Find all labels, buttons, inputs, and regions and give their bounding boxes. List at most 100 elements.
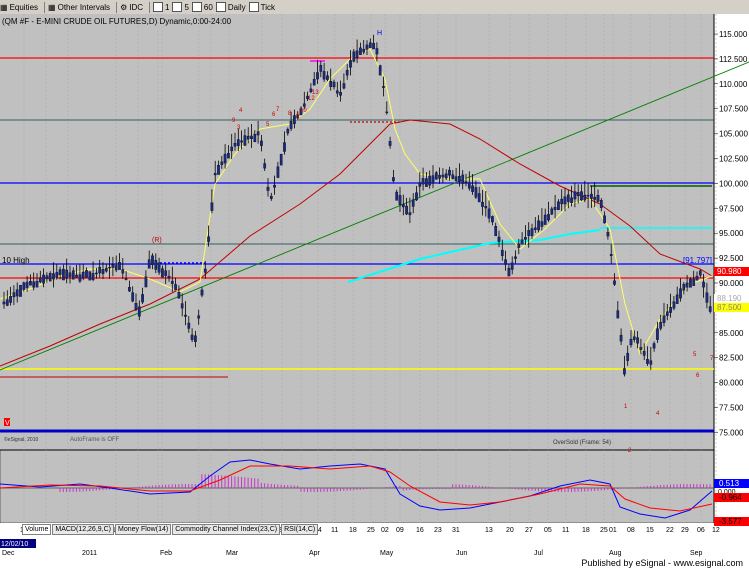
date-tick-label: Apr (309, 550, 321, 557)
date-tick-label: 29 (681, 527, 689, 534)
price-panel-bg (0, 14, 714, 450)
price-tick-label: 102.500 (719, 155, 748, 164)
r-marker: (R) (152, 237, 162, 244)
checkbox-icon (191, 2, 202, 12)
checkbox-icon (172, 2, 183, 12)
date-tick-label: 01 (609, 527, 617, 534)
sequence-label: 4 (239, 108, 243, 114)
macd-value-3: -3.577 (719, 517, 742, 526)
sequence-label: 5 (693, 352, 697, 358)
macd-line (0, 459, 713, 519)
tab-rsi[interactable]: RSI(14,C) (281, 524, 319, 535)
sequence-label: 10 (300, 108, 307, 114)
price-tick-label: 112.500 (719, 55, 748, 64)
tab-volume[interactable]: Volume (22, 524, 52, 535)
sequence-label: 7 (710, 356, 714, 362)
ten-high-label: 10 High (2, 256, 30, 265)
box-icon: ▦ (0, 2, 8, 12)
sequence-label: 9 (232, 118, 236, 124)
sequence-label: 9 (296, 114, 300, 120)
date-tick-label: 23 (434, 527, 442, 534)
date-tick-label: 20 (506, 527, 514, 534)
esignal-watermark: ©eSignal, 2010 (4, 436, 38, 443)
level-label-87500: 87.500 (717, 303, 742, 312)
publisher-text: Published by eSignal - www.esignal.com (581, 558, 743, 568)
date-tick-label: 08 (627, 527, 635, 534)
price-tick-label: 85.000 (719, 329, 744, 338)
signal-line (0, 465, 713, 512)
toolbar-item-other-intervals[interactable]: ▦ Other Intervals (48, 2, 111, 12)
price-axis-labels: 115.000 112.500 110.000 107.500 105.000 102.5… (714, 30, 748, 437)
date-tick-label: Jun (456, 550, 467, 557)
price-tick-label: 105.000 (719, 130, 748, 139)
level-label-91797: [91.797] (683, 256, 712, 265)
sequence-label: 5 (266, 122, 270, 128)
sequence-label: 13 (312, 90, 319, 96)
toolbar-interval-5[interactable]: 5 (172, 2, 189, 12)
date-tick-label: 18 (582, 527, 590, 534)
macd-scale-zero: 0.000 (718, 489, 736, 496)
date-tick-label: 16 (416, 527, 424, 534)
price-tick-label: 100.000 (719, 179, 748, 188)
toolbar-interval-60[interactable]: 60 (191, 2, 213, 12)
date-tick-label: 05 (544, 527, 552, 534)
date-tick-label: 18 (349, 527, 357, 534)
tab-macd[interactable]: MACD(12,26,9,C) (52, 524, 114, 535)
vertical-gridlines (23, 14, 717, 523)
tab-cci[interactable]: Commodity Channel Index(23,C) (172, 524, 281, 535)
tab-money-flow[interactable]: Money Flow(14) (115, 524, 172, 535)
toolbar-interval-daily[interactable]: Daily (215, 2, 246, 12)
sequence-label: 1 (624, 404, 628, 410)
date-tick-label: 27 (525, 527, 533, 534)
toolbar-item-equities[interactable]: ▦ Equities (0, 2, 39, 12)
v-marker: V (5, 420, 10, 427)
date-tick-label: Jul (534, 550, 543, 557)
date-tick-label: May (380, 550, 394, 557)
price-tick-label: 75.000 (719, 428, 744, 437)
checkbox-icon (248, 2, 259, 12)
macd-panel-bg (0, 449, 715, 524)
date-tick-label: 02 (381, 527, 389, 534)
date-badge: 12/02/10 (1, 541, 28, 548)
price-tick-label: 115.000 (719, 30, 748, 39)
date-tick-label: 25 (367, 527, 375, 534)
date-tick-label: Aug (609, 550, 622, 557)
sequence-label: 8 (288, 111, 292, 117)
price-tick-label: 107.500 (719, 105, 748, 114)
date-tick-label: 11 (562, 527, 569, 534)
price-tick-label: 90.000 (719, 279, 744, 288)
date-tick-label: 13 (485, 527, 493, 534)
toolbar-interval-1[interactable]: 1 (153, 2, 169, 12)
date-tick-label: Mar (226, 550, 239, 557)
date-tick-label: 09 (396, 527, 404, 534)
price-tick-label: 92.500 (719, 254, 744, 263)
h-marker: H (377, 30, 382, 37)
sequence-label: 6 (272, 112, 276, 118)
date-tick-label: 12 (712, 527, 720, 534)
toolbar-interval-tick[interactable]: Tick (248, 2, 275, 12)
box-icon: ▦ (48, 2, 56, 12)
sequence-label: 6 (696, 373, 700, 379)
trend-line-green (0, 61, 749, 371)
chart-area[interactable]: 4 9 3 7 6 5 8 13 12 10 9 1 4 5 6 7 2 (QM #F - E-MINI CRU… (0, 14, 749, 558)
price-tick-label: 77.500 (719, 404, 744, 413)
price-bars (2, 34, 712, 377)
macd-panel: 0.513 0.000 -0.964 -3.577 (0, 459, 749, 526)
toolbar-item-idc[interactable]: ⚙ IDC (120, 2, 144, 12)
macd-value-2: -0.964 (719, 493, 742, 502)
sequence-label: 4 (656, 411, 660, 417)
sequence-label: 12 (308, 96, 315, 102)
macd-value-1: 0.513 (719, 479, 740, 488)
gear-icon: ⚙ (120, 2, 128, 12)
price-tick-label: 80.000 (719, 379, 744, 388)
date-tick-label: Sep (690, 550, 703, 557)
price-tick-label: 97.500 (719, 204, 744, 213)
price-tick-label: 95.000 (719, 229, 744, 238)
autoframe-label: AutoFrame is OFF (70, 437, 120, 443)
date-tick-label: Dec (2, 550, 15, 557)
checkbox-icon (215, 2, 226, 12)
cyan-ma-line (347, 229, 601, 283)
date-tick-label: 22 (666, 527, 674, 534)
